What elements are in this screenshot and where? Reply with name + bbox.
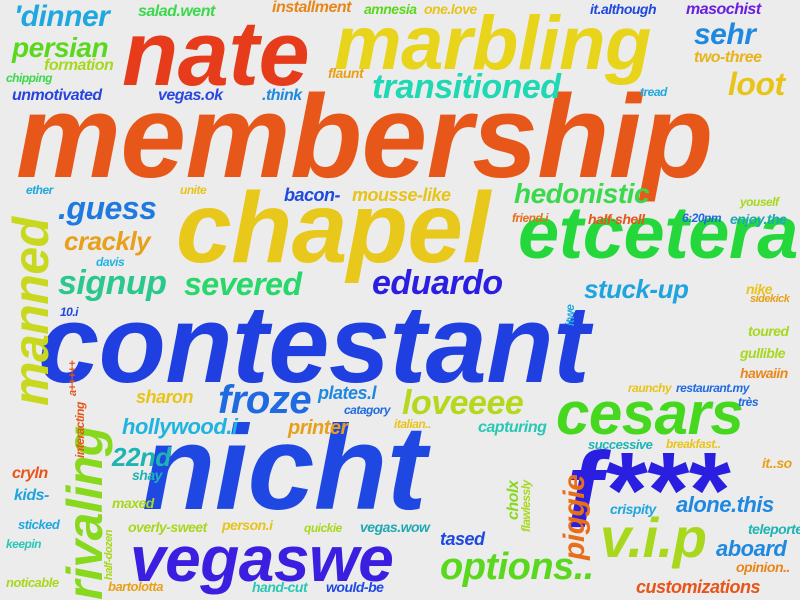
word-cloud-word: chapel xyxy=(176,172,490,284)
word-cloud-word: toured xyxy=(748,323,789,339)
word-cloud-word: hawaiin xyxy=(740,365,788,381)
word-cloud-word: v.i.p xyxy=(600,506,707,569)
word-cloud-word: successive xyxy=(588,437,653,452)
word-cloud-word: hand-cut xyxy=(252,579,308,595)
word-cloud-word: cryln xyxy=(12,465,48,482)
word-cloud-word: très xyxy=(738,395,759,409)
word-cloud-word: one.love xyxy=(424,1,477,17)
word-cloud-word: flaunt xyxy=(328,65,364,81)
word-cloud-word: noticable xyxy=(6,575,59,590)
word-cloud-word: contestant xyxy=(38,283,590,406)
word-cloud-word: keepin xyxy=(6,537,42,551)
word-cloud-word: half-shell xyxy=(588,211,645,227)
word-cloud-word: 10.i xyxy=(60,305,79,319)
word-cloud-word: .think xyxy=(262,87,302,104)
word-cloud-word: tread xyxy=(640,85,667,99)
word-cloud-word: italian.. xyxy=(394,417,431,431)
word-cloud-word: overly-sweet xyxy=(128,519,207,535)
word-cloud-word: stuck-up xyxy=(584,274,689,304)
word-cloud-word: plates.l xyxy=(318,383,377,403)
word-cloud-word: installment xyxy=(272,0,351,16)
word-cloud-word: enjoy.the xyxy=(730,211,787,227)
word-cloud-word: salad.went xyxy=(138,3,215,20)
word-cloud-word: restaurant.my xyxy=(676,381,749,395)
word-cloud-word: 'dinner xyxy=(14,0,110,33)
word-cloud-word: etcetera xyxy=(518,191,798,274)
word-cloud-word: raunchy xyxy=(628,381,672,395)
word-cloud-word: persian xyxy=(12,32,109,63)
word-cloud-word: eduardo xyxy=(372,264,503,302)
word-cloud-word: amnesia xyxy=(364,1,417,17)
word-cloud-word: marbling xyxy=(334,1,651,86)
word-cloud-word: two-three xyxy=(694,49,762,66)
word-cloud-word: shay xyxy=(132,467,162,483)
word-cloud-word: nate xyxy=(122,3,310,105)
word-cloud-word: nicht xyxy=(142,401,427,535)
word-cloud-word: sharon xyxy=(136,387,194,407)
word-cloud-word: vegaswe xyxy=(130,523,394,595)
word-cloud-word: f*** xyxy=(566,429,727,550)
word-cloud-word: friend.i xyxy=(512,211,549,225)
word-cloud-word: hollywood.i xyxy=(122,414,238,439)
word-cloud-word: nike xyxy=(746,281,773,297)
word-cloud-word: maxed xyxy=(112,495,154,511)
word-cloud-word: options.. xyxy=(440,546,594,588)
word-cloud-word: vegas.ok xyxy=(158,87,223,104)
word-cloud-word: transitioned xyxy=(372,68,561,106)
word-cloud-word: crispity xyxy=(610,501,656,517)
word-cloud-word: gullible xyxy=(740,345,786,361)
word-cloud-word: a+++++ xyxy=(67,360,79,396)
word-cloud-word: cesars xyxy=(556,380,744,447)
word-cloud-word: unite xyxy=(180,183,207,197)
word-cloud-word: kids- xyxy=(14,487,49,504)
word-cloud-word: interacting xyxy=(73,402,87,458)
word-cloud-word: itwe xyxy=(563,304,577,326)
word-cloud-word: aboard xyxy=(716,536,787,561)
word-cloud-word: manned xyxy=(3,217,59,406)
word-cloud-word: unmotivated xyxy=(12,87,102,104)
word-cloud-word: 6:20pm xyxy=(682,211,722,225)
word-cloud-word: froze xyxy=(218,378,312,422)
word-cloud-word: loveeee xyxy=(402,384,524,422)
word-cloud-word: youself xyxy=(740,195,779,209)
word-cloud-word: membership xyxy=(16,71,713,203)
word-cloud-word: alone.this xyxy=(676,492,774,517)
word-cloud-word: breakfast.. xyxy=(666,437,721,451)
word-cloud-word: 22nd xyxy=(112,442,171,472)
word-cloud-word: quickie xyxy=(304,521,342,535)
word-cloud-word: teleported xyxy=(748,521,800,537)
word-cloud-word: crackly xyxy=(64,226,151,256)
word-cloud-word: bartolotta xyxy=(108,579,163,594)
word-cloud-word: catagory xyxy=(344,403,391,417)
word-cloud-word: chipping xyxy=(6,71,53,85)
word-cloud-word: opinion.. xyxy=(736,559,790,575)
word-cloud-word: customizations xyxy=(636,577,761,597)
word-cloud-word: mousse-like xyxy=(352,185,451,205)
word-cloud-word: piggie xyxy=(558,474,591,560)
word-cloud-word: vegas.wow xyxy=(360,519,430,535)
word-cloud-word: formation xyxy=(44,57,114,74)
word-cloud-word: bacon- xyxy=(284,185,341,205)
word-cloud-word: sticked xyxy=(18,517,60,532)
word-cloud-word: davis xyxy=(96,255,125,269)
word-cloud-word: .guess xyxy=(58,190,157,226)
word-cloud-word: hedonistic xyxy=(514,178,650,209)
word-cloud-word: ether xyxy=(26,183,53,197)
word-cloud-word: flawlessly xyxy=(519,480,533,532)
word-cloud-word: loot xyxy=(728,66,785,102)
word-cloud-word: capturing xyxy=(478,419,547,436)
word-cloud-word: sehr xyxy=(694,18,756,51)
word-cloud-word: would-be xyxy=(326,579,384,595)
word-cloud-word: tased xyxy=(440,529,485,549)
word-cloud-word: it.although xyxy=(590,1,657,17)
word-cloud-word: half-dozen xyxy=(103,530,115,580)
word-cloud-word: masochist xyxy=(686,1,761,18)
word-cloud-word: printer xyxy=(288,417,348,439)
word-cloud-word: person.i xyxy=(222,517,273,533)
word-cloud-word: sidekick xyxy=(750,293,790,305)
word-cloud-word: it..so xyxy=(762,455,792,471)
word-cloud-word: severed xyxy=(184,266,302,302)
word-cloud-word: signup xyxy=(58,264,167,302)
